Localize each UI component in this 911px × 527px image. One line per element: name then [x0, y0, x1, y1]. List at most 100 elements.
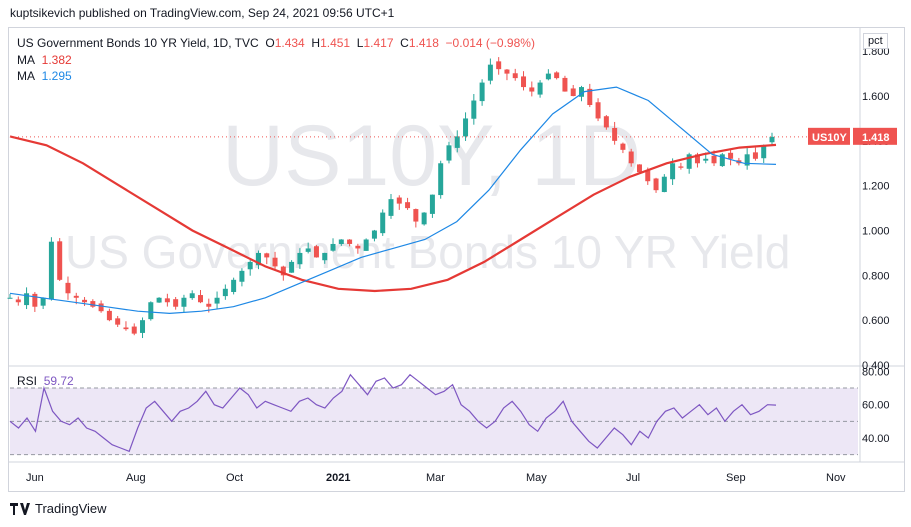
candle-body[interactable] — [222, 288, 228, 297]
candle-body[interactable] — [413, 209, 419, 222]
candle-body[interactable] — [131, 326, 137, 334]
candle-body[interactable] — [40, 297, 46, 306]
time-axis-tick: Jun — [26, 472, 44, 484]
candle-body[interactable] — [446, 145, 452, 161]
candle-body[interactable] — [587, 88, 593, 105]
candle-body[interactable] — [148, 302, 154, 320]
candle-body[interactable] — [347, 239, 353, 244]
candle-body[interactable] — [173, 299, 179, 307]
candle-body[interactable] — [761, 145, 767, 159]
candle-body[interactable] — [421, 212, 427, 225]
candle-body[interactable] — [24, 293, 30, 306]
candle-body[interactable] — [438, 163, 444, 196]
candle-body[interactable] — [313, 246, 319, 258]
candle-body[interactable] — [380, 212, 386, 234]
candle-body[interactable] — [769, 136, 775, 143]
candle-body[interactable] — [645, 170, 651, 182]
price-tag-symbol: US10Y — [812, 132, 848, 144]
candle-body[interactable] — [206, 303, 212, 307]
candle-body[interactable] — [82, 299, 88, 303]
candle-body[interactable] — [429, 194, 435, 214]
candle-body[interactable] — [636, 164, 642, 173]
candle-body[interactable] — [371, 230, 377, 239]
candle-body[interactable] — [297, 252, 303, 265]
candle-body[interactable] — [15, 299, 21, 303]
candle-body[interactable] — [305, 248, 311, 252]
candle-body[interactable] — [189, 293, 195, 299]
candle-body[interactable] — [65, 282, 71, 294]
candle-body[interactable] — [463, 118, 469, 137]
candle-body[interactable] — [330, 243, 336, 251]
candle-body[interactable] — [405, 202, 411, 209]
candle-body[interactable] — [289, 261, 295, 273]
candle-body[interactable] — [255, 252, 261, 266]
candle-body[interactable] — [338, 239, 344, 245]
candle-body[interactable] — [115, 318, 121, 325]
candle-body[interactable] — [57, 241, 63, 280]
candle-body[interactable] — [156, 297, 162, 303]
unit-label[interactable]: pct — [863, 33, 888, 49]
candle-body[interactable] — [579, 87, 584, 97]
candle-body[interactable] — [744, 154, 750, 166]
candle-body[interactable] — [554, 72, 560, 79]
candle-body[interactable] — [719, 154, 725, 167]
candle-body[interactable] — [7, 297, 13, 299]
tradingview-brand[interactable]: TradingView — [10, 501, 107, 516]
candle-body[interactable] — [388, 199, 394, 216]
price-axis-tick: 0.400 — [862, 360, 890, 372]
candle-body[interactable] — [181, 297, 187, 307]
candle-body[interactable] — [496, 61, 502, 70]
candle-body[interactable] — [479, 82, 485, 102]
candle-body[interactable] — [363, 239, 369, 251]
candle-body[interactable] — [48, 241, 54, 300]
candle-body[interactable] — [454, 136, 460, 148]
candle-body[interactable] — [214, 297, 220, 304]
legend-ma-short: MA 1.295 — [17, 69, 72, 83]
candle-body[interactable] — [198, 295, 203, 303]
candle-body[interactable] — [231, 279, 237, 292]
candle-body[interactable] — [703, 158, 709, 161]
candle-body[interactable] — [670, 163, 676, 180]
candle-body[interactable] — [512, 73, 518, 79]
candle-body[interactable] — [264, 253, 270, 258]
candle-body[interactable] — [123, 327, 129, 330]
candle-body[interactable] — [595, 102, 601, 119]
candle-body[interactable] — [32, 293, 38, 307]
candle-body[interactable] — [140, 320, 146, 333]
candle-body[interactable] — [694, 154, 700, 164]
candle-body[interactable] — [164, 298, 170, 303]
candle-body[interactable] — [272, 257, 278, 267]
candle-body[interactable] — [686, 154, 692, 169]
candle-body[interactable] — [728, 152, 734, 159]
candle-body[interactable] — [73, 295, 79, 298]
candle-body[interactable] — [612, 127, 618, 141]
candle-body[interactable] — [504, 69, 510, 74]
candle-body[interactable] — [678, 166, 684, 168]
candle-body[interactable] — [661, 176, 667, 193]
candle-body[interactable] — [471, 100, 477, 119]
candle-body[interactable] — [752, 152, 758, 159]
candle-body[interactable] — [322, 252, 328, 261]
candle-body[interactable] — [570, 88, 576, 97]
candle-body[interactable] — [537, 82, 543, 95]
candle-body[interactable] — [487, 64, 493, 81]
candle-body[interactable] — [280, 266, 286, 276]
candle-body[interactable] — [521, 76, 527, 88]
candle-body[interactable] — [628, 151, 634, 164]
candle-body[interactable] — [106, 310, 112, 321]
candle-body[interactable] — [562, 77, 568, 92]
candle-body[interactable] — [653, 178, 659, 191]
candle-body[interactable] — [711, 155, 717, 164]
candle-body[interactable] — [603, 116, 609, 128]
candle-body[interactable] — [529, 87, 535, 92]
candle-body[interactable] — [396, 197, 402, 204]
price-axis-tick: 1.800 — [862, 46, 890, 58]
candle-body[interactable] — [98, 303, 104, 312]
candle-body[interactable] — [239, 270, 245, 282]
candle-body[interactable] — [90, 301, 96, 307]
candle-body[interactable] — [247, 261, 253, 270]
candle-body[interactable] — [545, 73, 551, 80]
candle-body[interactable] — [620, 143, 626, 150]
candle-body[interactable] — [355, 245, 361, 249]
